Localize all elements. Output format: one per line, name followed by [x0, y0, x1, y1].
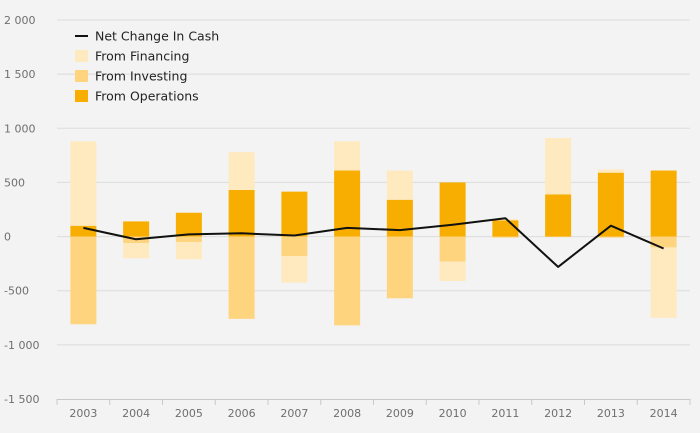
bar-operations-2014 [650, 170, 677, 237]
bar-operations-2011 [492, 220, 519, 237]
legend-label: From Operations [95, 89, 199, 104]
bar-financing-2014 [650, 247, 677, 318]
bar-investing-2010 [439, 236, 466, 262]
x-tick-label: 2003 [69, 407, 97, 420]
x-tick-label: 2014 [650, 407, 678, 420]
bar-investing-2009 [386, 236, 413, 299]
net-change-line [83, 217, 664, 268]
bar-investing-2003 [70, 236, 97, 325]
bar-operations-2004 [123, 221, 150, 237]
bars [70, 138, 677, 326]
legend-swatch [75, 70, 88, 82]
x-tick-label: 2006 [228, 407, 256, 420]
legend-label: From Investing [95, 69, 187, 84]
x-axis: 2003 2004 2005 2006 2007 2008 2009 2010 2011 2012… [56, 399, 691, 420]
bar-financing-2006 [228, 152, 255, 191]
legend-item[interactable]: From Investing [75, 69, 187, 84]
x-tick-label: 2007 [280, 407, 308, 420]
legend-swatch [75, 50, 88, 62]
bar-operations-2012 [545, 194, 572, 237]
legend-item[interactable]: From Financing [75, 49, 189, 64]
bar-operations-2005 [175, 212, 202, 237]
net-change-line-layer [83, 217, 664, 268]
legend-swatch [75, 90, 88, 102]
y-tick-label: 2 000 [4, 14, 36, 27]
bar-investing-2012 [545, 236, 572, 238]
y-axis-tick-labels: -1 500 -1 000 -500 0 500 1 000 1 500 2 000 [4, 14, 39, 406]
bar-operations-2007 [281, 191, 308, 237]
x-tick-label: 2011 [491, 407, 519, 420]
legend: Net Change In Cash From Financing From Inv… [75, 29, 219, 104]
bar-investing-2007 [281, 236, 308, 257]
bar-financing-2007 [281, 256, 308, 283]
y-tick-label: -1 000 [4, 339, 39, 352]
x-tick-label: 2009 [386, 407, 414, 420]
x-tick-label: 2013 [597, 407, 625, 420]
bar-financing-2009 [386, 170, 413, 200]
bar-investing-2008 [334, 236, 361, 326]
y-tick-label: 1 000 [4, 122, 36, 135]
bar-investing-2006 [228, 236, 255, 319]
bar-operations-2006 [228, 190, 255, 237]
legend-label: From Financing [95, 49, 189, 64]
bar-financing-2008 [334, 141, 361, 171]
y-tick-label: 1 500 [4, 68, 36, 81]
legend-item[interactable]: Net Change In Cash [75, 29, 219, 44]
legend-item[interactable]: From Operations [75, 89, 199, 104]
x-tick-label: 2012 [544, 407, 572, 420]
bar-financing-2011 [492, 219, 519, 221]
bar-financing-2013 [597, 169, 624, 173]
y-tick-label: -1 500 [4, 393, 39, 406]
bar-financing-2005 [175, 241, 202, 260]
y-tick-label: 0 [4, 231, 11, 244]
bar-operations-2008 [334, 170, 361, 237]
bar-investing-2013 [597, 236, 624, 238]
bar-operations-2013 [597, 172, 624, 237]
x-tick-label: 2008 [333, 407, 361, 420]
bar-operations-2010 [439, 182, 466, 237]
bar-investing-2011 [492, 236, 519, 238]
bar-financing-2012 [545, 138, 572, 195]
bar-financing-2010 [439, 261, 466, 281]
x-tick-label: 2010 [439, 407, 467, 420]
legend-label: Net Change In Cash [95, 29, 219, 44]
bar-investing-2005 [175, 236, 202, 242]
bar-investing-2014 [650, 236, 677, 248]
x-tick-label: 2004 [122, 407, 150, 420]
y-tick-label: -500 [4, 285, 29, 298]
bar-financing-2003 [70, 141, 97, 226]
y-tick-label: 500 [4, 176, 25, 189]
bar-financing-2004 [123, 243, 150, 259]
x-tick-label: 2005 [175, 407, 203, 420]
bar-operations-2003 [70, 225, 97, 237]
